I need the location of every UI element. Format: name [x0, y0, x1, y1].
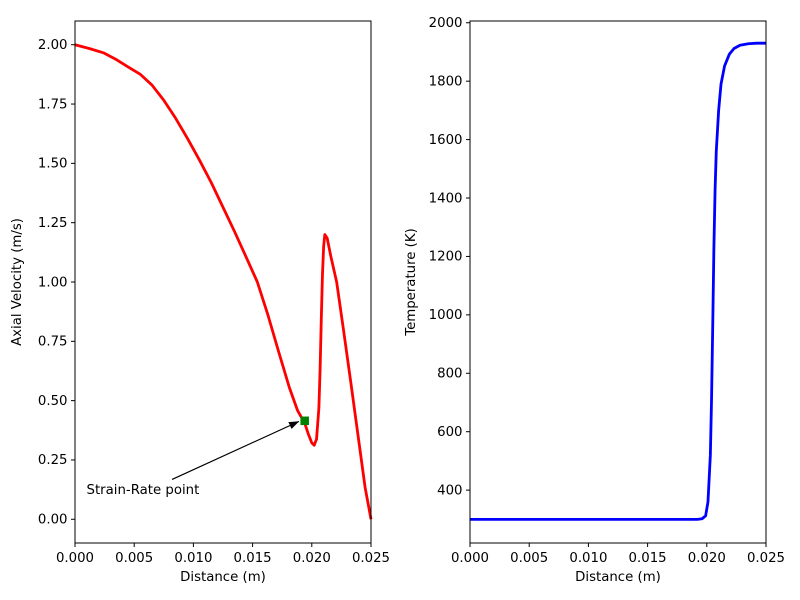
x-tick-label-velocity: 0.000 — [56, 551, 94, 566]
strain-rate-annotation-arrow — [171, 420, 300, 480]
y-tick-label-velocity: 1.50 — [38, 157, 68, 172]
x-tick-label-velocity: 0.020 — [293, 551, 331, 566]
x-tick-label-temperature: 0.020 — [688, 551, 726, 566]
y-axis-label-temperature-plot: Temperature (K) — [404, 228, 419, 337]
x-tick-label-velocity: 0.005 — [115, 551, 153, 566]
x-tick-label-velocity: 0.010 — [174, 551, 212, 566]
y-tick-label-temperature: 400 — [437, 483, 462, 498]
y-tick-label-temperature: 2000 — [429, 16, 463, 31]
x-tick-label-temperature: 0.000 — [451, 551, 489, 566]
x-tick-label-temperature: 0.025 — [747, 551, 785, 566]
y-tick-label-temperature: 1000 — [429, 308, 463, 323]
y-tick-label-temperature: 600 — [437, 425, 462, 440]
y-tick-label-velocity: 0.50 — [38, 394, 68, 409]
y-tick-label-velocity: 0.00 — [38, 513, 68, 528]
axes-background-velocity — [75, 21, 371, 543]
subplot-axial-velocity: 0.000 0.005 0.010 0.015 0.020 0.025 0.00 0.25 0.… — [38, 20, 390, 566]
y-tick-label-velocity: 2.00 — [38, 38, 68, 53]
strain-rate-point-marker — [300, 416, 309, 426]
axes-background-temperature — [470, 21, 766, 543]
y-tick-label-velocity: 0.75 — [38, 335, 68, 350]
y-tick-label-velocity: 0.25 — [38, 453, 68, 468]
y-tick-label-temperature: 1400 — [429, 191, 463, 206]
x-axis-label-temperature-plot: Distance (m) — [575, 570, 661, 585]
axes-spines-temperature — [469, 20, 767, 544]
temperature-curve — [470, 41, 766, 521]
y-tick-label-temperature: 1600 — [429, 133, 463, 148]
y-axis-label-velocity-plot: Axial Velocity (m/s) — [10, 218, 25, 346]
x-tick-label-velocity: 0.015 — [234, 551, 272, 566]
x-tick-label-temperature: 0.010 — [569, 551, 607, 566]
y-tick-label-velocity: 1.00 — [38, 275, 68, 290]
y-tick-label-temperature: 800 — [437, 367, 462, 382]
y-tick-label-temperature: 1200 — [429, 250, 463, 265]
x-axis-label-velocity-plot: Distance (m) — [180, 570, 266, 585]
annotation-text: Strain-Rate point — [87, 483, 200, 498]
axial-velocity-curve — [74, 43, 373, 520]
y-tick-label-velocity: 1.25 — [38, 216, 68, 231]
x-tick-label-temperature: 0.005 — [510, 551, 548, 566]
y-tick-label-temperature: 1800 — [429, 74, 463, 89]
x-tick-label-temperature: 0.015 — [629, 551, 667, 566]
subplot-temperature: 0.000 0.005 0.010 0.015 0.020 0.025 400 600 800 1… — [429, 16, 785, 566]
y-tick-label-velocity: 1.75 — [38, 97, 68, 112]
x-tick-label-velocity: 0.025 — [352, 551, 390, 566]
